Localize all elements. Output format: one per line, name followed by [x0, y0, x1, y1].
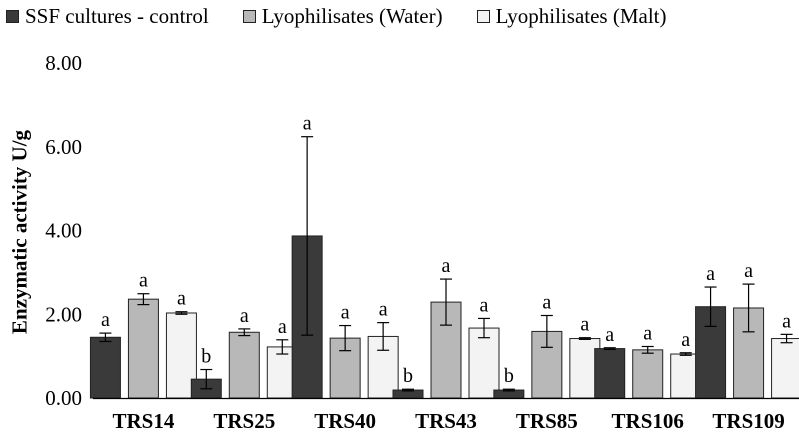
x-tick-label: TRS106 [612, 409, 684, 433]
x-tick-label: TRS40 [314, 409, 376, 433]
significance-letter: b [201, 346, 211, 368]
significance-letter: a [341, 302, 350, 324]
significance-letter: a [278, 316, 287, 338]
significance-letter: a [101, 309, 110, 331]
significance-letter: a [782, 310, 791, 332]
legend-label-malt: Lyophilisates (Malt) [495, 3, 667, 28]
legend-item-water: Lyophilisates (Water) [242, 3, 443, 29]
significance-letter: a [580, 314, 589, 336]
bar [228, 331, 260, 399]
legend-label-water: Lyophilisates (Water) [261, 3, 443, 28]
significance-letter: a [139, 270, 148, 292]
bar [632, 349, 664, 399]
significance-letter: a [706, 263, 715, 285]
x-tick-label: TRS43 [415, 409, 477, 433]
y-tick-label: 2.00 [45, 302, 82, 326]
legend-swatch-control [6, 9, 19, 23]
bar [89, 336, 121, 399]
significance-letter: b [504, 365, 514, 387]
legend-item-malt: Lyophilisates (Malt) [476, 3, 667, 29]
bar [594, 348, 626, 399]
y-tick-label: 6.00 [45, 135, 82, 159]
significance-letter: a [303, 113, 312, 135]
significance-letter: a [240, 305, 249, 327]
legend-item-control: SSF cultures - control [6, 4, 209, 29]
x-tick-label: TRS25 [213, 409, 275, 433]
x-tick-label: TRS109 [712, 409, 784, 433]
legend-swatch-malt [476, 9, 490, 23]
x-tick-label: TRS85 [516, 409, 578, 433]
bar [127, 298, 159, 399]
y-tick-label: 0.00 [45, 386, 82, 410]
significance-letter: a [442, 255, 451, 277]
bar [771, 338, 799, 399]
significance-letter: a [542, 292, 551, 314]
x-tick-label: TRS14 [112, 409, 174, 433]
significance-letter: a [643, 322, 652, 344]
significance-letter: b [403, 365, 413, 387]
significance-letter: a [744, 260, 753, 282]
chart-legend: SSF cultures - control Lyophilisates (Wa… [6, 2, 667, 30]
legend-label-control: SSF cultures - control [25, 3, 209, 28]
legend-swatch-water [242, 9, 256, 23]
y-tick-label: 8.00 [45, 51, 82, 75]
significance-letter: a [681, 329, 690, 351]
bar [468, 327, 500, 399]
significance-letter: a [177, 288, 186, 310]
significance-letter: a [480, 294, 489, 316]
significance-letter: a [379, 299, 388, 321]
y-tick-label: 4.00 [45, 219, 82, 243]
significance-letter: a [605, 324, 614, 346]
